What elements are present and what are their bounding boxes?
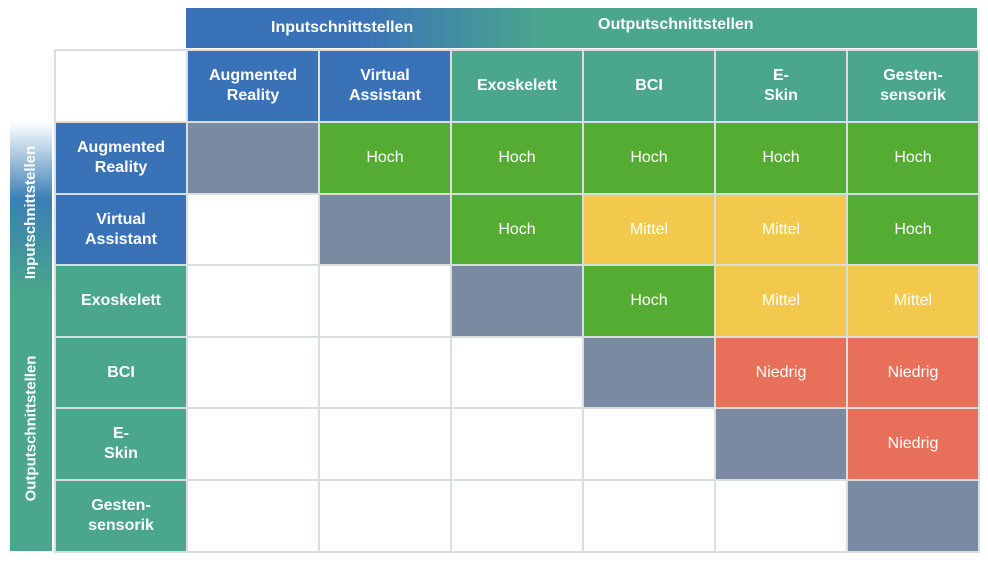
empty-cell <box>582 479 716 553</box>
empty-cell <box>186 193 320 266</box>
matrix-corner <box>54 49 188 123</box>
matrix-row: Virtual Assistant Hoch Mittel Mittel Hoch <box>54 193 980 266</box>
empty-cell <box>318 264 452 338</box>
matrix-row: E- Skin Niedrig <box>54 407 980 481</box>
row-group-band: Inputschnittstellen Outputschnittstellen <box>10 122 52 551</box>
column-group-output-label: Outputschnittstellen <box>598 16 754 33</box>
empty-cell <box>186 479 320 553</box>
matrix-row: Gesten- sensorik <box>54 479 980 553</box>
row-header: Augmented Reality <box>54 121 188 195</box>
empty-cell <box>318 336 452 409</box>
rating-cell: Hoch <box>318 121 452 195</box>
rating-cell: Hoch <box>846 193 980 266</box>
rating-cell: Hoch <box>714 121 848 195</box>
rating-cell: Niedrig <box>714 336 848 409</box>
matrix-row: Exoskelett Hoch Mittel Mittel <box>54 264 980 338</box>
row-header: BCI <box>54 336 188 409</box>
diagonal-cell <box>318 193 452 266</box>
matrix-row: Augmented Reality Hoch Hoch Hoch Hoch Hoch <box>54 121 980 195</box>
rating-cell: Hoch <box>582 264 716 338</box>
rating-cell: Mittel <box>846 264 980 338</box>
matrix-row: BCI Niedrig Niedrig <box>54 336 980 409</box>
diagonal-cell <box>714 407 848 481</box>
empty-cell <box>714 479 848 553</box>
column-group-band: Inputschnittstellen Outputschnittstellen <box>186 8 977 48</box>
column-header: Exoskelett <box>450 49 584 123</box>
empty-cell <box>318 479 452 553</box>
column-header: Augmented Reality <box>186 49 320 123</box>
compatibility-matrix: Augmented Reality Virtual Assistant Exoske… <box>54 49 980 553</box>
rating-cell: Niedrig <box>846 407 980 481</box>
empty-cell <box>450 336 584 409</box>
rating-cell: Hoch <box>582 121 716 195</box>
empty-cell <box>186 264 320 338</box>
empty-cell <box>318 407 452 481</box>
diagonal-cell <box>450 264 584 338</box>
rating-cell: Niedrig <box>846 336 980 409</box>
empty-cell <box>450 479 584 553</box>
row-group-input: Inputschnittstellen <box>10 122 52 302</box>
column-header: BCI <box>582 49 716 123</box>
empty-cell <box>186 336 320 409</box>
column-header: E- Skin <box>714 49 848 123</box>
row-group-input-label: Inputschnittstellen <box>22 145 40 279</box>
empty-cell <box>186 407 320 481</box>
rating-cell: Hoch <box>450 193 584 266</box>
row-group-output-label: Outputschnittstellen <box>22 355 40 501</box>
column-group-input-label: Inputschnittstellen <box>271 19 414 36</box>
column-header: Virtual Assistant <box>318 49 452 123</box>
diagonal-cell <box>186 121 320 195</box>
rating-cell: Mittel <box>714 264 848 338</box>
row-header: Exoskelett <box>54 264 188 338</box>
empty-cell <box>450 407 584 481</box>
row-header: E- Skin <box>54 407 188 481</box>
column-header: Gesten- sensorik <box>846 49 980 123</box>
diagonal-cell <box>582 336 716 409</box>
rating-cell: Hoch <box>846 121 980 195</box>
rating-cell: Hoch <box>450 121 584 195</box>
rating-cell: Mittel <box>714 193 848 266</box>
row-header: Gesten- sensorik <box>54 479 188 553</box>
row-header: Virtual Assistant <box>54 193 188 266</box>
diagonal-cell <box>846 479 980 553</box>
row-group-output: Outputschnittstellen <box>10 318 52 538</box>
rating-cell: Mittel <box>582 193 716 266</box>
empty-cell <box>582 407 716 481</box>
